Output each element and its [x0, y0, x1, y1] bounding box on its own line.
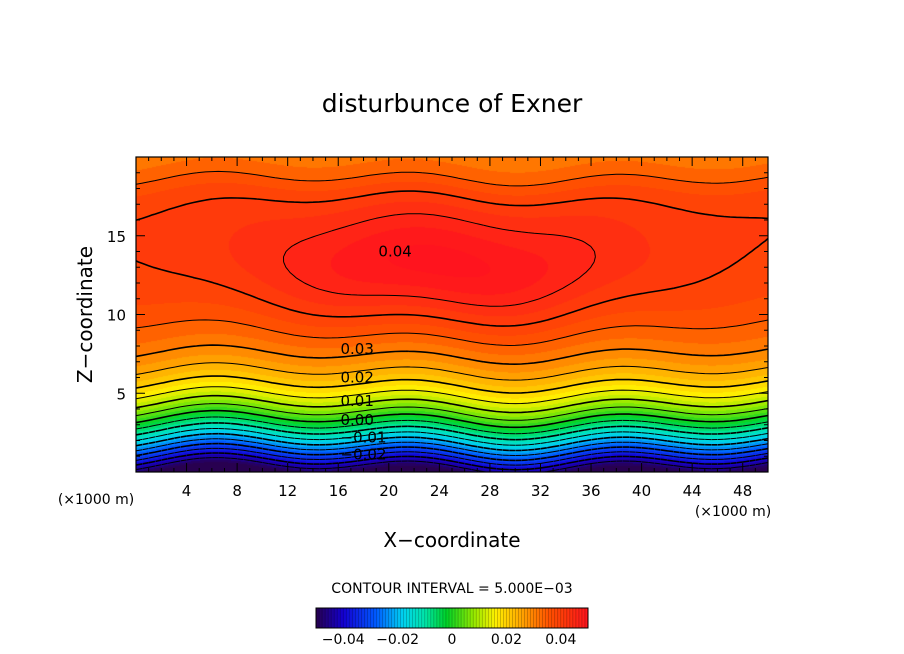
colorbar-gradient [316, 608, 588, 628]
x-tick-label: 32 [531, 482, 550, 500]
x-tick-label: 48 [733, 482, 752, 500]
x-tick-label: 16 [329, 482, 348, 500]
contour-label: 0.00 [340, 411, 373, 429]
contour-lines [135, 170, 769, 473]
contour-label: −0.01 [341, 428, 387, 446]
x-axis-unit: (×1000 m) [695, 504, 771, 520]
y-tick-label: 10 [107, 307, 126, 325]
contour-line [135, 386, 769, 405]
colorbar-tick-labels: −0.04 −0.02 0 0.02 0.04 [322, 632, 577, 648]
contour-label: −0.02 [341, 446, 387, 464]
x-tick-label: 4 [182, 482, 192, 500]
x-tick-label: 44 [683, 482, 702, 500]
colorbar-tick-label: 0.04 [545, 632, 576, 648]
x-tick-label: 12 [278, 482, 297, 500]
contour-line [135, 394, 769, 414]
x-tick-label: 8 [232, 482, 242, 500]
y-axis-unit: (×1000 m) [58, 492, 134, 508]
contour-label: 0.01 [340, 392, 373, 410]
contour-label: 0.03 [340, 340, 373, 358]
colorbar: −0.04 −0.02 0 0.02 0.04 [315, 607, 589, 648]
contour-line [135, 362, 769, 381]
chart-title: disturbunce of Exner [322, 89, 583, 118]
y-axis-ticks: 5 10 15 [107, 172, 768, 457]
contour-label: 0.04 [378, 243, 411, 261]
x-tick-label: 20 [379, 482, 398, 500]
contour-line [135, 452, 769, 471]
contour-line [135, 409, 769, 429]
y-tick-label: 5 [116, 385, 126, 403]
contour-line [135, 416, 769, 435]
contour-line [135, 438, 769, 456]
x-tick-label: 24 [430, 482, 449, 500]
y-axis-title: Z−coordinate [73, 246, 97, 383]
contour-line [135, 457, 769, 473]
x-axis-ticks: 4 8 12 16 20 24 28 32 36 40 44 48 [148, 157, 756, 500]
colorbar-tick-label: 0 [448, 632, 457, 648]
plot-area: 0.04 0.03 0.02 0.010.00−0.01−0.02 [135, 156, 769, 473]
contour-line [135, 447, 769, 466]
contour-line [135, 403, 769, 421]
colorbar-frame [315, 607, 589, 629]
x-tick-label: 36 [581, 482, 600, 500]
colorbar-tick-label: 0.02 [491, 632, 522, 648]
y-tick-label: 15 [107, 228, 126, 246]
contour-label: 0.02 [340, 369, 373, 387]
colorbar-tick-label: −0.04 [322, 632, 365, 648]
contour-line [135, 428, 769, 446]
contour-line [135, 344, 769, 365]
x-axis-title: X−coordinate [383, 528, 520, 552]
contour-line [283, 213, 596, 307]
contour-line [135, 422, 769, 441]
contour-line [135, 442, 769, 462]
x-tick-label: 40 [632, 482, 651, 500]
contour-line [135, 432, 769, 452]
x-tick-label: 28 [480, 482, 499, 500]
contour-interval-label: CONTOUR INTERVAL = 5.000E−03 [331, 581, 572, 597]
colorbar-tick-label: −0.02 [376, 632, 419, 648]
contour-line [135, 170, 769, 346]
contour-labels: 0.04 0.03 0.02 0.010.00−0.01−0.02 [340, 243, 411, 464]
contour-line [135, 190, 769, 327]
